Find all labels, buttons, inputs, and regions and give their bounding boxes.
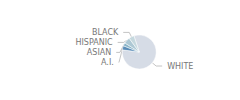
svg-text:BLACK: BLACK <box>92 28 119 37</box>
svg-text:HISPANIC: HISPANIC <box>75 38 113 47</box>
svg-text:ASIAN: ASIAN <box>87 48 111 57</box>
svg-text:WHITE: WHITE <box>167 62 193 71</box>
svg-text:A.I.: A.I. <box>101 58 114 67</box>
